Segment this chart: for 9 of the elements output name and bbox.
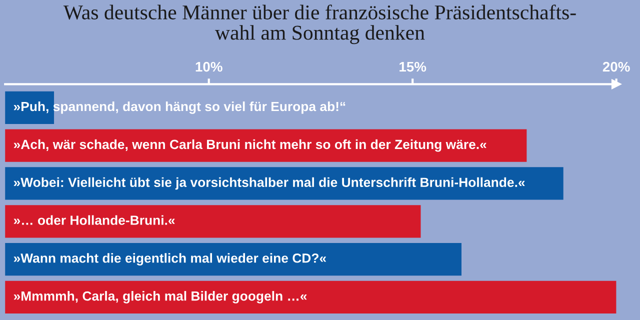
y-tick-label: »Wobei: Vielleicht übt sie ja vorsichtshalber mal die Unterschrift Bruni-Hollande.« <box>14 177 525 190</box>
y-tick-label: »Wann macht die eigentlich mal wieder eine CD?« <box>14 253 326 266</box>
x-tick-label: 15% <box>400 62 426 72</box>
chart-title: Was deutsche Männer über die französische Präsidentschafts- wahl am Sonntag denken <box>63 4 576 44</box>
y-tick-label: »Ach, wär schade, wenn Carla Bruni nicht mehr so oft in der Zeitung wäre.« <box>14 139 486 152</box>
x-tick-label: 20% <box>602 62 630 72</box>
x-tick-label: 10% <box>196 62 222 72</box>
y-tick-label: »Mmmmh, Carla, gleich mal Bilder googeln …« <box>14 291 307 304</box>
y-tick-label: »… oder Hollande-Bruni.« <box>14 215 175 225</box>
